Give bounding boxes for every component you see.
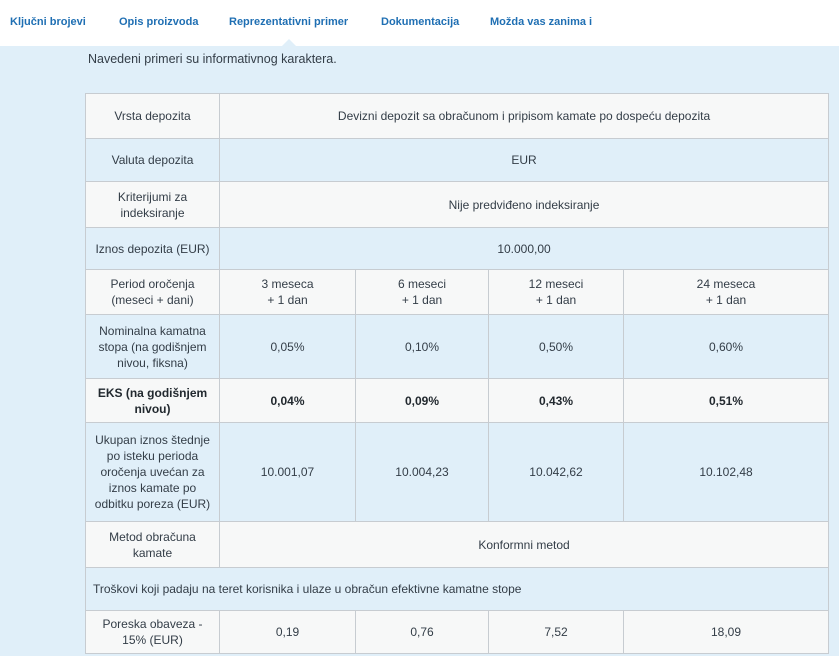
tax-cell: 7,52 [488,610,624,654]
currency-value: EUR [218,138,830,182]
table-row: Poreska obaveza - 15% (EUR) 0,19 0,76 7,… [85,610,830,654]
row-label-currency: Valuta depozita [85,138,220,182]
period-cell: 12 meseci + 1 dan [488,269,624,315]
table-row: Vrsta depozita Devizni depozit sa obraču… [85,93,830,139]
eks-cell: 0,04% [219,378,356,423]
representative-example-table: Vrsta depozita Devizni depozit sa obraču… [84,93,830,654]
costs-section-header: Troškovi koji padaju na teret korisnika … [84,567,830,611]
table-row: EKS (na godišnjem nivou) 0,04% 0,09% 0,4… [85,378,830,423]
indexation-value: Nije predviđeno indeksiranje [218,181,830,228]
product-tabs-bar: Ključni brojevi Opis proizvoda Reprezent… [0,0,839,47]
total-savings-cell: 10.001,07 [219,422,356,522]
table-row: Valuta depozita EUR [85,138,830,182]
table-row: Period oročenja (meseci + dani) 3 meseca… [85,269,830,315]
table-row: Ukupan iznos štednje po isteku perioda o… [85,422,830,522]
table-row: Metod obračuna kamate Konformni metod [85,521,830,568]
period-cell: 6 meseci + 1 dan [355,269,489,315]
period-cell: 3 meseca + 1 dan [219,269,356,315]
nominal-rate-cell: 0,10% [355,314,489,379]
period-cell: 24 meseca + 1 dan [622,269,830,315]
row-label-total-savings: Ukupan iznos štednje po isteku perioda o… [85,422,220,522]
tax-cell: 18,09 [622,610,830,654]
nominal-rate-cell: 0,60% [622,314,830,379]
row-label-amount: Iznos depozita (EUR) [85,227,220,270]
tab-mozda-vas-zanima[interactable]: Možda vas zanima i [490,16,593,28]
row-label-method: Metod obračuna kamate [85,521,220,568]
row-label-period: Period oročenja (meseci + dani) [85,269,220,315]
table-row: Kriterijumi za indeksiranje Nije predviđ… [85,181,830,228]
eks-cell: 0,09% [355,378,489,423]
tab-dokumentacija[interactable]: Dokumentacija [381,16,460,28]
eks-cell: 0,51% [622,378,830,423]
nominal-rate-cell: 0,05% [219,314,356,379]
tab-kljucni-brojevi[interactable]: Ključni brojevi [10,16,86,28]
table-row: Iznos depozita (EUR) 10.000,00 [85,227,830,270]
row-label-eks: EKS (na godišnjem nivou) [85,378,220,423]
row-label-deposit-type: Vrsta depozita [85,93,220,139]
table-row: Nominalna kamatna stopa (na godišnjem ni… [85,314,830,379]
row-label-nominal-rate: Nominalna kamatna stopa (na godišnjem ni… [85,314,220,379]
tab-opis-proizvoda[interactable]: Opis proizvoda [119,16,199,28]
method-value: Konformni metod [218,521,830,568]
intro-note: Navedeni primeri su informativnog karakt… [88,52,337,66]
row-label-indexation: Kriterijumi za indeksiranje [85,181,220,228]
eks-cell: 0,43% [488,378,624,423]
tab-reprezentativni-primer[interactable]: Reprezentativni primer [229,16,349,47]
row-label-tax: Poreska obaveza - 15% (EUR) [85,610,220,654]
tax-cell: 0,19 [219,610,356,654]
nominal-rate-cell: 0,50% [488,314,624,379]
amount-value: 10.000,00 [218,227,830,270]
total-savings-cell: 10.102,48 [622,422,830,522]
tax-cell: 0,76 [355,610,489,654]
total-savings-cell: 10.042,62 [488,422,624,522]
deposit-type-value: Devizni depozit sa obračunom i pripisom … [218,93,830,139]
table-row: Troškovi koji padaju na teret korisnika … [84,567,830,611]
total-savings-cell: 10.004,23 [355,422,489,522]
